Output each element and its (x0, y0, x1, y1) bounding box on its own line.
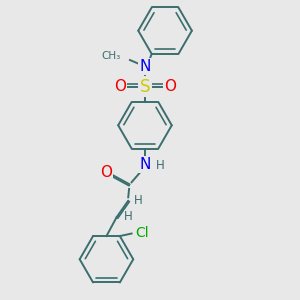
Text: O: O (100, 165, 112, 180)
Text: O: O (164, 79, 176, 94)
Text: N: N (139, 157, 151, 172)
Text: N: N (139, 59, 151, 74)
Text: H: H (134, 194, 143, 207)
Text: Cl: Cl (135, 226, 148, 240)
Text: O: O (114, 79, 126, 94)
Text: H: H (156, 159, 164, 172)
Text: CH₃: CH₃ (101, 51, 121, 61)
Text: H: H (124, 210, 133, 223)
Text: S: S (140, 78, 150, 96)
